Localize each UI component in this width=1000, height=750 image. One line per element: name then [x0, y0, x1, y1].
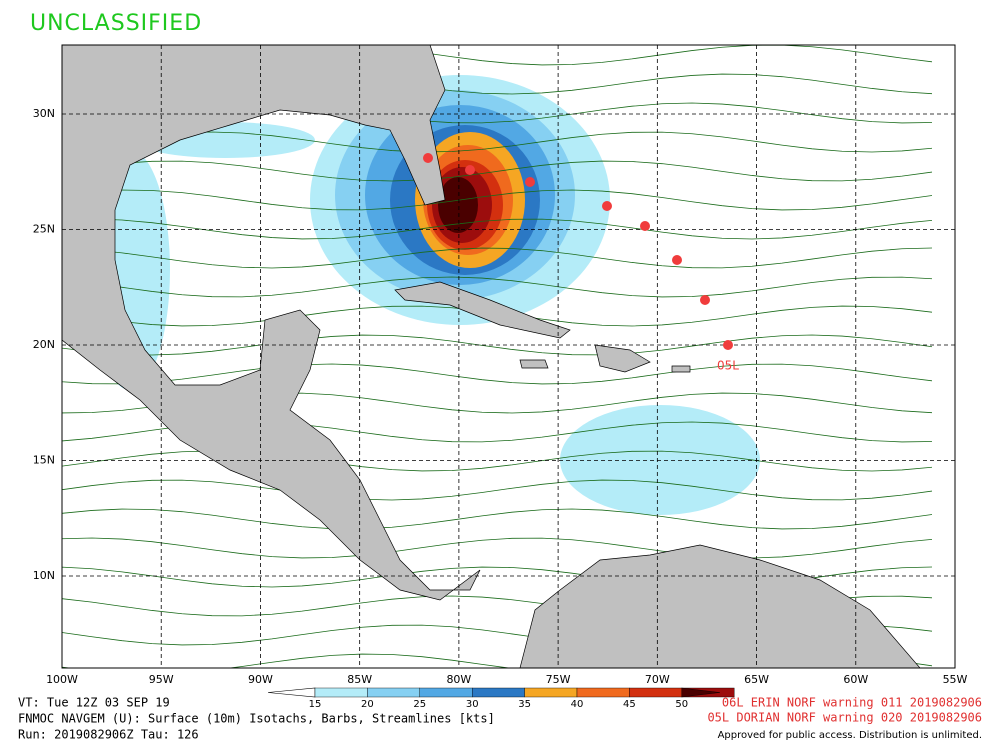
lat-label: 20N: [33, 338, 55, 351]
lon-label: 65W: [744, 673, 769, 686]
lon-label: 95W: [149, 673, 174, 686]
lon-label: 85W: [347, 673, 372, 686]
map: 05L: [62, 45, 955, 668]
track-point: [423, 153, 433, 163]
warning: 06L ERIN NORF warning 011 2019082906: [722, 696, 982, 710]
colorbar-segment: [576, 687, 630, 698]
cuba: [394, 281, 571, 339]
colorbar-tick: 40: [571, 699, 584, 710]
colorbar-cap: [267, 687, 316, 698]
colorbar-segment: [367, 687, 420, 698]
colorbar-tick: 20: [361, 699, 374, 710]
track-point: [525, 177, 535, 187]
track-point: [640, 221, 650, 231]
warning: 05L DORIAN NORF warning 020 2019082906: [707, 711, 982, 725]
track-point: [672, 255, 682, 265]
puerto-rico: [671, 365, 691, 373]
colorbar-segment: [524, 687, 578, 698]
lat-label: 30N: [33, 107, 55, 120]
colorbar-tick: 15: [309, 699, 322, 710]
valid-time: VT: Tue 12Z 03 SEP 19: [18, 696, 170, 710]
approval: Approved for public access. Distribution…: [718, 730, 982, 741]
streamline: [62, 363, 933, 385]
storm-track: [423, 153, 733, 350]
isotach: [560, 405, 760, 515]
map-frame: [61, 44, 956, 669]
streamline: [62, 537, 933, 559]
streamline: [62, 218, 933, 240]
colorbar-segment: [472, 687, 525, 698]
hispaniola: [594, 344, 651, 373]
colorbar-tick: 30: [466, 699, 479, 710]
streamline: [62, 450, 933, 472]
colorbar-cap: [681, 687, 720, 698]
streamline: [62, 160, 933, 182]
streamline: [62, 189, 933, 211]
product: FNMOC NAVGEM (U): Surface (10m) Isotachs…: [18, 712, 495, 726]
colorbar: 15 20 25 30 35 40 45 50: [267, 687, 735, 710]
north-america: [62, 45, 481, 601]
track-label: 05L: [717, 359, 739, 373]
lon-label: 70W: [645, 673, 670, 686]
graticule: [62, 45, 955, 668]
streamline: [62, 247, 933, 269]
colorbar-segment: [314, 687, 368, 698]
lon-label: 90W: [248, 673, 273, 686]
colorbar-segment: [629, 687, 683, 698]
lat-label: 15N: [33, 454, 55, 467]
lon-label: 100W: [46, 673, 78, 686]
lat-label: 10N: [33, 569, 55, 582]
isotach: [438, 177, 478, 233]
colorbar-tick: 25: [413, 699, 426, 710]
track-point: [602, 201, 612, 211]
south-america: [519, 544, 921, 668]
streamline: [62, 479, 933, 501]
lon-label: 55W: [943, 673, 968, 686]
lat-label: 25N: [33, 223, 55, 236]
colorbar-tick: 45: [623, 699, 636, 710]
colorbar-segment: [419, 687, 473, 698]
streamline: [62, 276, 933, 298]
lon-label: 60W: [843, 673, 868, 686]
classification: UNCLASSIFIED: [30, 11, 202, 36]
lon-label: 80W: [446, 673, 471, 686]
track-point: [700, 295, 710, 305]
run: Run: 2019082906Z Tau: 126: [18, 728, 199, 742]
lon-label: 75W: [546, 673, 571, 686]
track-point: [723, 340, 733, 350]
jamaica: [519, 359, 549, 369]
colorbar-tick: 50: [675, 699, 688, 710]
track-point: [465, 165, 475, 175]
streamline: [62, 508, 933, 530]
colorbar-tick: 35: [518, 699, 531, 710]
